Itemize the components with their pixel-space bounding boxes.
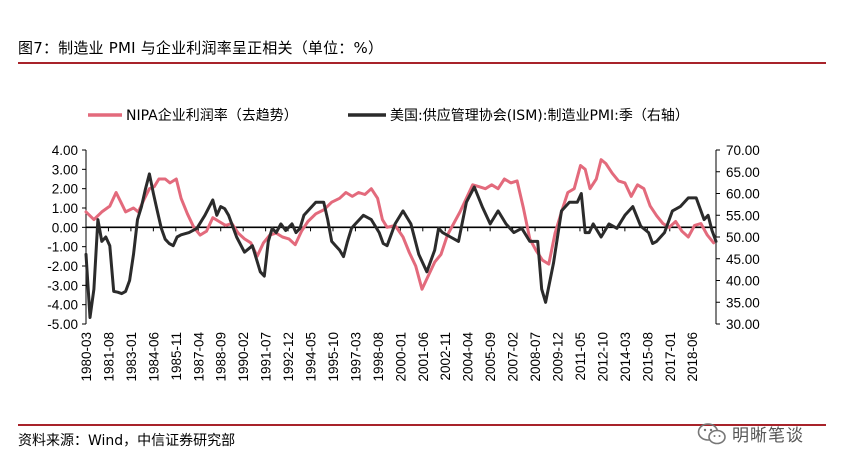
x-tick-label: 2008-07	[528, 332, 543, 382]
right-tick-label: 50.00	[726, 230, 760, 245]
x-tick-label: 2002-11	[438, 332, 453, 381]
right-tick-label: 35.00	[726, 295, 760, 310]
x-tick-label: 2011-05	[573, 332, 588, 381]
title-rule	[18, 62, 826, 64]
x-tick-label: 2017-01	[663, 332, 678, 382]
x-tick-label: 2000-01	[393, 332, 408, 382]
right-tick-label: 65.00	[726, 165, 760, 180]
x-tick-label: 2004-04	[461, 332, 476, 382]
left-tick-label: 0.00	[52, 220, 78, 235]
x-tick-label: 2014-03	[618, 332, 633, 382]
x-tick-label: 1994-05	[304, 332, 319, 382]
x-tick-label: 2007-02	[506, 332, 521, 382]
left-tick-label: -5.00	[47, 317, 78, 332]
legend-label-nipa: NIPA企业利润率（去趋势）	[126, 107, 298, 124]
left-tick-label: -4.00	[47, 298, 78, 313]
left-tick-label: -1.00	[47, 240, 78, 255]
axes: 4.00 3.00 2.00 1.00 0.00 -1.00 -2.00 -3.00 -4.00…	[47, 143, 760, 382]
right-tick-label: 45.00	[726, 252, 760, 267]
left-tick-label: 3.00	[52, 162, 78, 177]
right-tick-label: 30.00	[726, 317, 760, 332]
x-tick-label: 2018-06	[685, 332, 700, 382]
x-tick-label: 1984-06	[146, 332, 161, 382]
brand-watermark: 明晰笔谈	[697, 421, 804, 446]
x-tick-label: 2015-08	[640, 332, 655, 382]
x-tick-label: 1991-07	[259, 332, 274, 382]
x-tick-label: 1997-03	[348, 332, 363, 382]
right-tick-label: 70.00	[726, 143, 760, 158]
x-tick-label: 1987-04	[191, 332, 206, 382]
x-tick-label: 1980-03	[79, 332, 94, 382]
x-tick-label: 1983-01	[124, 332, 139, 382]
source-rule	[18, 424, 826, 426]
right-tick-label: 60.00	[726, 187, 760, 202]
left-tick-label: -3.00	[47, 278, 78, 293]
left-tick-label: -2.00	[47, 259, 78, 274]
series-line-nipa	[84, 158, 716, 291]
legend-label-pmi: 美国:供应管理协会(ISM):制造业PMI:季（右轴）	[390, 107, 689, 124]
source-note: 资料来源：Wind，中信证券研究部	[18, 433, 236, 449]
x-tick-label: 1985-11	[169, 332, 184, 381]
x-tick-label: 1998-08	[371, 332, 386, 382]
left-tick-label: 4.00	[52, 143, 78, 158]
x-tick-label: 1988-09	[214, 332, 229, 382]
right-tick-label: 40.00	[726, 274, 760, 289]
wechat-icon	[697, 422, 726, 444]
series-line-pmi	[84, 172, 718, 319]
legend: NIPA企业利润率（去趋势） 美国:供应管理协会(ISM):制造业PMI:季（右…	[88, 107, 689, 124]
chart-title: 图7：制造业 PMI 与企业利润率呈正相关（单位：%）	[18, 39, 384, 57]
left-tick-label: 2.00	[52, 182, 78, 197]
right-tick-label: 55.00	[726, 208, 760, 223]
x-tick-label: 2001-06	[416, 332, 431, 382]
series-layer	[84, 158, 718, 319]
x-tick-label: 2005-09	[483, 332, 498, 382]
x-tick-label: 1995-10	[326, 332, 341, 382]
x-tick-label: 1981-08	[101, 332, 116, 382]
x-tick-label: 1990-02	[236, 332, 251, 382]
x-tick-label: 2009-12	[551, 332, 566, 382]
left-tick-label: 1.00	[52, 201, 78, 216]
x-tick-label: 2012-10	[595, 332, 610, 382]
x-tick-label: 1992-12	[281, 332, 296, 382]
brand-name: 明晰笔谈	[732, 426, 804, 446]
